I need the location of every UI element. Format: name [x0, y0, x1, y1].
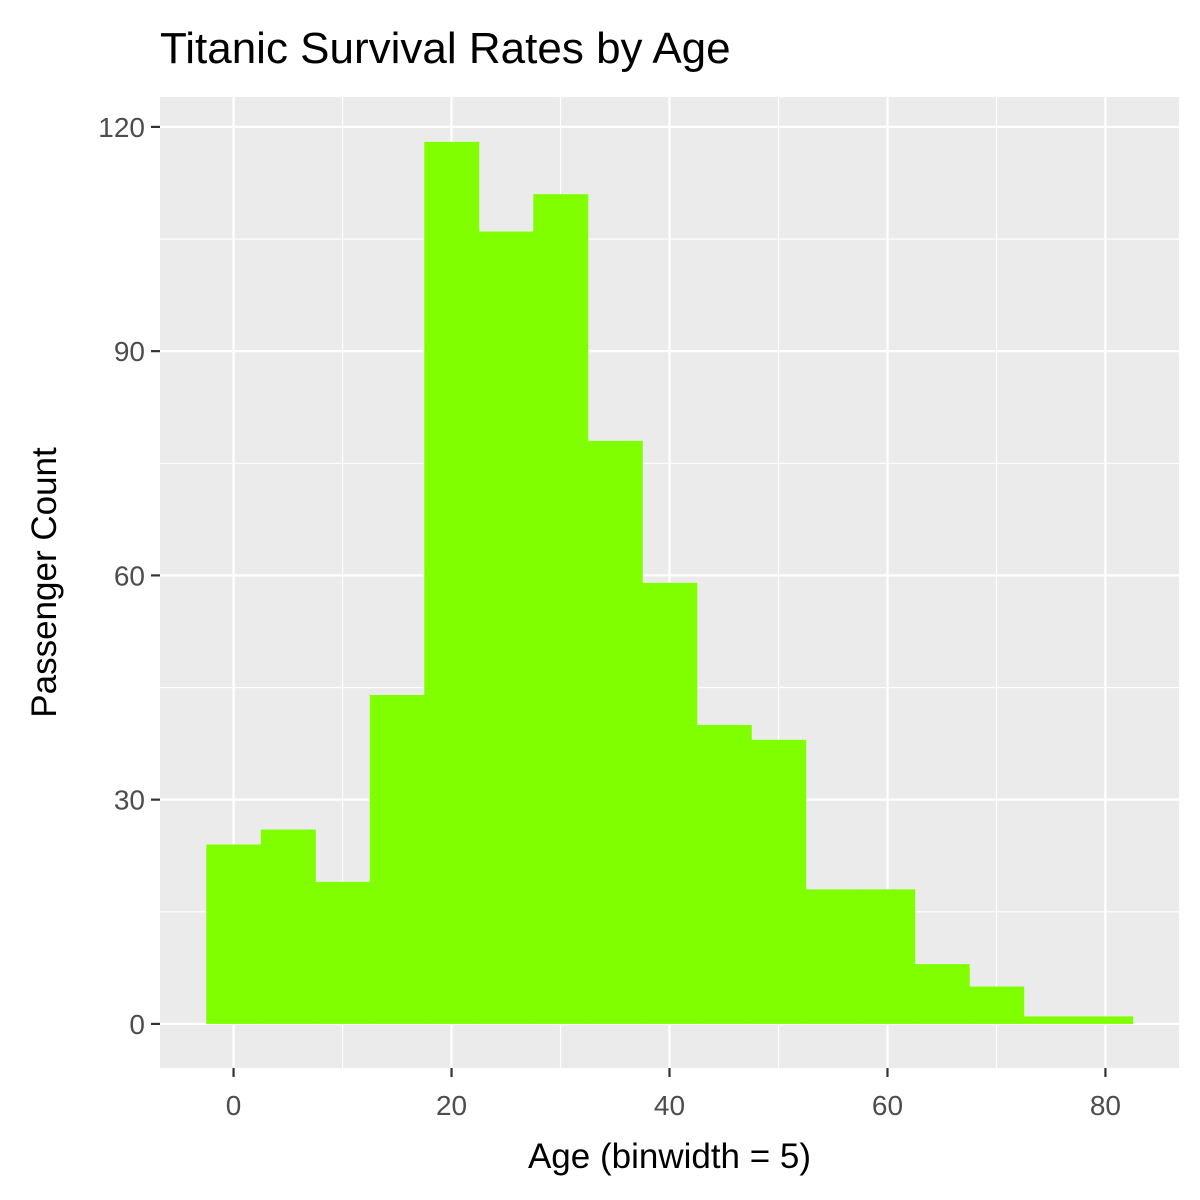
histogram-bar	[642, 582, 698, 1024]
y-axis: 0 30 60 90 120	[98, 112, 160, 1040]
y-axis-title: Passenger Count	[25, 447, 64, 718]
y-tick-label: 30	[114, 785, 145, 816]
histogram-bar	[533, 194, 589, 1024]
x-tick-label: 80	[1090, 1090, 1121, 1121]
histogram-bar	[424, 141, 480, 1024]
histogram-bar	[751, 739, 807, 1024]
x-tick-label: 60	[872, 1090, 903, 1121]
histogram-bar	[1078, 1016, 1134, 1024]
histogram-bar	[696, 724, 752, 1024]
histogram-bar	[860, 889, 916, 1024]
histogram-bar	[315, 881, 371, 1024]
histogram-bars	[206, 141, 1134, 1024]
histogram-bar	[206, 844, 262, 1024]
histogram-bar	[805, 889, 861, 1024]
x-tick-label: 40	[654, 1090, 685, 1121]
histogram-bar	[369, 694, 425, 1024]
x-axis-title: Age (binwidth = 5)	[528, 1137, 811, 1176]
histogram-bar	[587, 440, 643, 1024]
x-tick-label: 20	[436, 1090, 467, 1121]
histogram-bar	[969, 986, 1025, 1024]
histogram-bar	[914, 964, 970, 1024]
histogram-bar	[260, 829, 316, 1024]
y-tick-label: 90	[114, 336, 145, 367]
chart-title: Titanic Survival Rates by Age	[160, 24, 731, 73]
histogram-bar	[478, 231, 534, 1024]
y-tick-label: 0	[129, 1009, 145, 1040]
x-axis: 0 20 40 60 80	[226, 1068, 1121, 1121]
histogram-bar	[1023, 1016, 1079, 1024]
x-tick-label: 0	[226, 1090, 242, 1121]
y-tick-label: 60	[114, 560, 145, 591]
y-tick-label: 120	[98, 112, 145, 143]
